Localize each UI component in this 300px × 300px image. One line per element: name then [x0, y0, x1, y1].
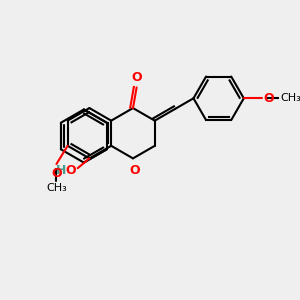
Text: H: H [56, 164, 66, 177]
Text: O: O [51, 167, 62, 180]
Text: CH₃: CH₃ [280, 93, 300, 103]
Text: CH₃: CH₃ [46, 183, 67, 193]
Text: O: O [129, 164, 140, 177]
Text: O: O [263, 92, 274, 105]
Text: O: O [131, 71, 142, 84]
Text: O: O [66, 164, 76, 177]
